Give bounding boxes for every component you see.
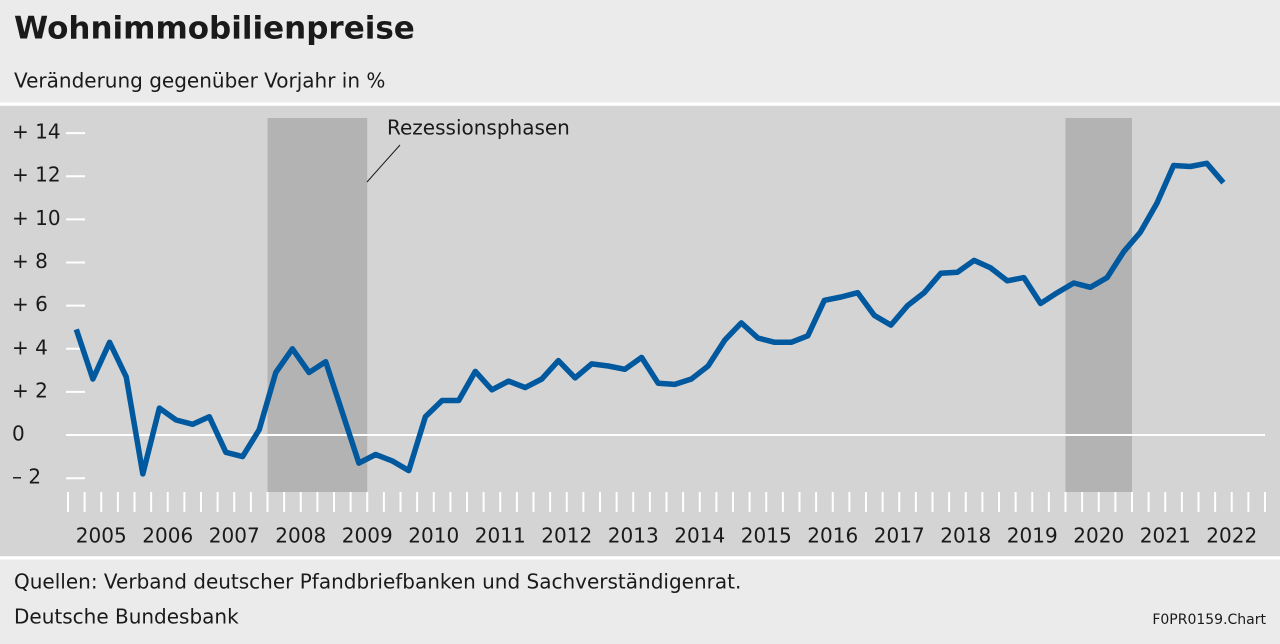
y-tick-label: + 6	[12, 292, 48, 316]
y-tick-label: + 12	[12, 163, 61, 187]
y-tick-label: + 2	[12, 378, 48, 402]
x-tick-label: 2019	[1007, 524, 1058, 548]
x-tick-label: 2011	[475, 524, 526, 548]
recession-band	[1065, 118, 1132, 492]
source: Deutsche Bundesbank	[14, 605, 239, 629]
x-tick-label: 2016	[807, 524, 858, 548]
x-tick-label: 2006	[142, 524, 193, 548]
x-tick-label: 2010	[408, 524, 459, 548]
chart-id: F0PR0159.Chart	[1152, 612, 1266, 628]
x-tick-label: 2021	[1140, 524, 1191, 548]
x-tick-label: 2013	[608, 524, 659, 548]
x-tick-label: 2009	[342, 524, 393, 548]
data-line	[73, 160, 1226, 477]
plot: + 14 + 12 + 10 + 8 + 6 + 4 + 2 0 – 2 2005 2006 2007…	[12, 118, 1266, 548]
x-tick-label: 2005	[76, 524, 127, 548]
x-tick-label: 2012	[541, 524, 592, 548]
x-tick-label: 2018	[940, 524, 991, 548]
y-tick-label: + 8	[12, 249, 48, 273]
x-tick-label: 2007	[209, 524, 260, 548]
y-tick-label: + 10	[12, 206, 61, 230]
x-tick-label: 2015	[741, 524, 792, 548]
x-tick-label: 2008	[275, 524, 326, 548]
y-tick-label: + 4	[12, 335, 48, 359]
chart-title: Wohnimmobilienpreise	[14, 11, 415, 47]
x-tick-label: 2017	[874, 524, 925, 548]
source: Quellen: Verband deutscher Pfandbriefban…	[14, 570, 741, 594]
y-tick-label: – 2	[12, 465, 41, 489]
x-tick-label: 2022	[1206, 524, 1257, 548]
annotation: Rezessionsphasen	[387, 116, 570, 140]
y-tick-label: + 14	[12, 120, 61, 144]
annotation-leader	[366, 144, 401, 183]
chart-subtitle: Veränderung gegenüber Vorjahr in %	[14, 69, 385, 93]
x-tick-label: 2020	[1073, 524, 1124, 548]
y-tick-label: 0	[12, 422, 25, 446]
x-tick-label: 2014	[674, 524, 725, 548]
